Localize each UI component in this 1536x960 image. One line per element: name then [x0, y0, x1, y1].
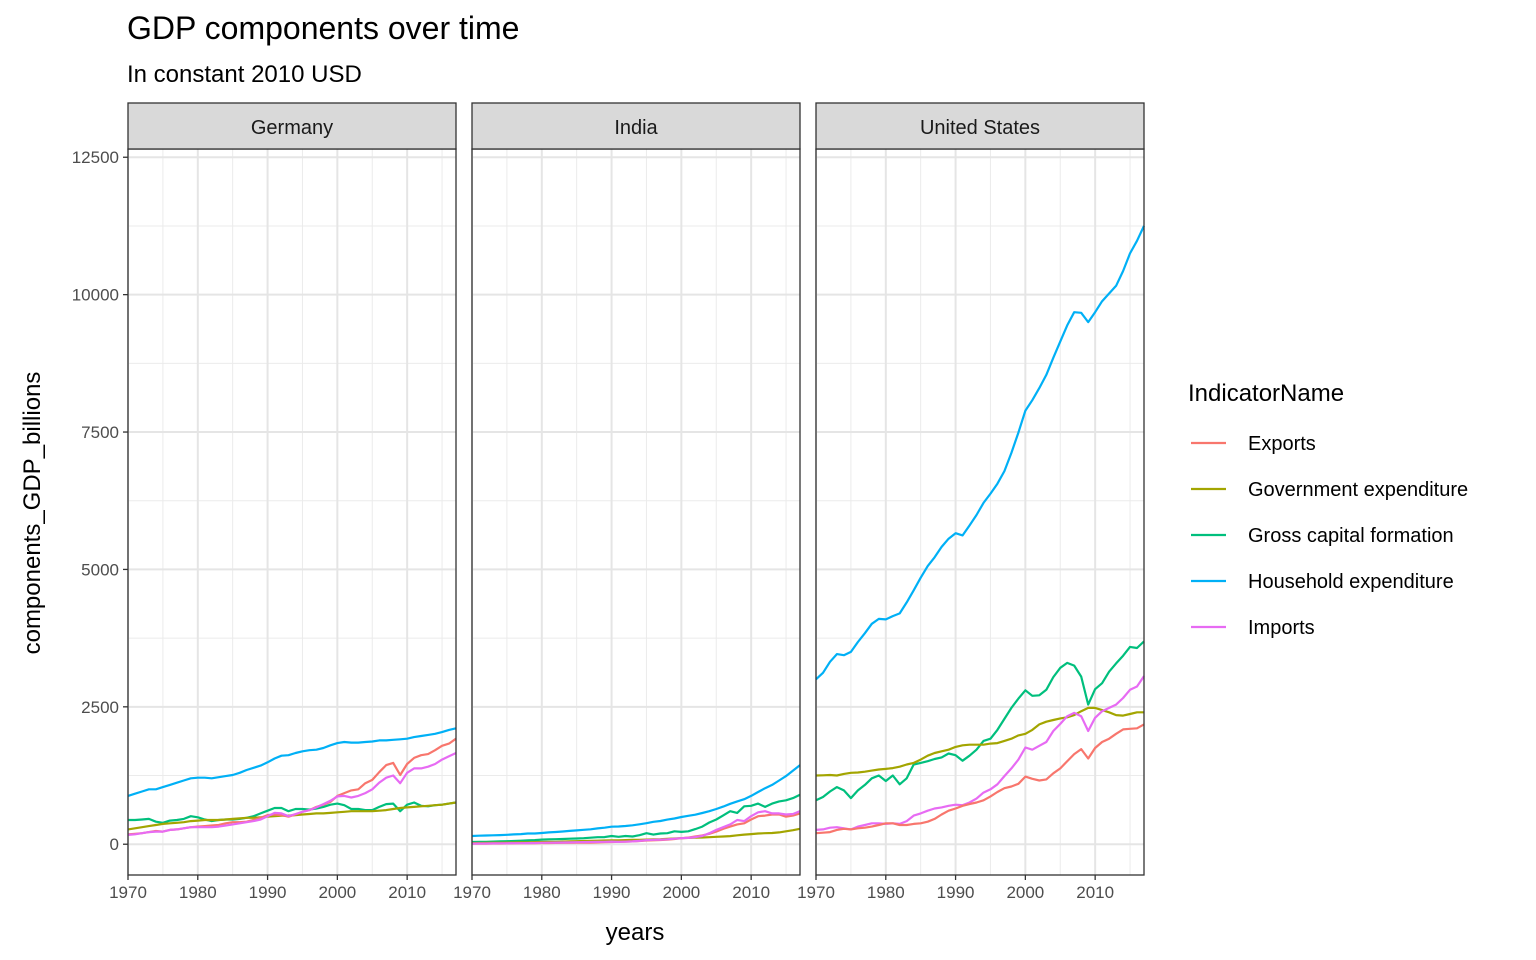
facet-strip: [127, 102, 457, 150]
y-tick-label: 7500: [81, 423, 119, 442]
x-tick-label: 2000: [318, 883, 356, 902]
series-line-india-gross-capital-formation: [471, 793, 801, 844]
x-tick-label: 2010: [1076, 883, 1114, 902]
legend: IndicatorName Exports Government expendit…: [1188, 380, 1468, 639]
y-axis-title: components_GDP_billions: [19, 372, 46, 655]
facet-strip-label: Germany: [251, 117, 333, 139]
legend-item-imports: Imports: [1191, 617, 1315, 639]
legend-label: Gross capital formation: [1248, 525, 1454, 547]
x-tick-label: 1980: [179, 883, 217, 902]
series-line-germany-household-expenditure: [127, 727, 457, 797]
x-tick-label: 2010: [732, 883, 770, 902]
x-axis-title: years: [606, 919, 665, 946]
facet-strip: [815, 102, 1145, 150]
y-tick-label: 12500: [72, 148, 119, 167]
legend-label: Government expenditure: [1248, 479, 1468, 501]
panel-india: India 1970 1980 1990 2000 2010: [453, 102, 801, 902]
facet-strip-label: India: [614, 117, 658, 139]
x-tick-label: 1970: [797, 883, 835, 902]
panel-background: [816, 149, 1144, 875]
legend-title: IndicatorName: [1188, 380, 1344, 407]
x-tick-label: 1990: [593, 883, 631, 902]
series-line-united-states-exports: [815, 723, 1145, 835]
series-line-germany-imports: [127, 752, 457, 836]
y-tick-label: 0: [110, 835, 119, 854]
panel-united-states: United States 1970 1980 1990 2000 2010: [797, 102, 1145, 902]
legend-item-gross-capital-formation: Gross capital formation: [1191, 525, 1454, 547]
x-tick-label: 2010: [388, 883, 426, 902]
x-tick-label: 1980: [523, 883, 561, 902]
x-tick-label: 1990: [249, 883, 287, 902]
y-axis: 0 2500 5000 7500 10000 12500: [72, 148, 128, 854]
panel-germany: Germany 1970 1980 1990 2000 2010: [109, 102, 457, 902]
y-tick-label: 5000: [81, 560, 119, 579]
panel-background: [472, 149, 800, 875]
x-tick-label: 2000: [662, 883, 700, 902]
series-line-united-states-household-expenditure: [815, 225, 1145, 681]
x-tick-label: 1970: [453, 883, 491, 902]
x-tick-label: 1990: [937, 883, 975, 902]
y-tick-label: 10000: [72, 286, 119, 305]
chart-title: GDP components over time: [127, 10, 519, 46]
facet-strip: [471, 102, 801, 150]
legend-label: Household expenditure: [1248, 571, 1454, 593]
legend-item-household-expenditure: Household expenditure: [1191, 571, 1454, 593]
series-line-india-household-expenditure: [471, 764, 801, 838]
x-tick-label: 1980: [867, 883, 905, 902]
x-tick-label: 2000: [1006, 883, 1044, 902]
series-line-united-states-government-expenditure: [815, 706, 1144, 777]
legend-item-exports: Exports: [1191, 433, 1316, 455]
y-tick-label: 2500: [81, 698, 119, 717]
series-line-united-states-imports: [815, 675, 1145, 831]
facet-strip-label: United States: [920, 117, 1040, 139]
series-line-germany-gross-capital-formation: [128, 801, 457, 824]
legend-label: Exports: [1248, 433, 1316, 455]
series-line-india-imports: [471, 810, 801, 845]
facet-panels: Germany 1970 1980 1990 2000 2010 India 1970 1980…: [109, 102, 1145, 902]
legend-label: Imports: [1248, 617, 1315, 639]
x-tick-label: 1970: [109, 883, 147, 902]
chart-subtitle: In constant 2010 USD: [127, 61, 362, 88]
legend-item-government-expenditure: Government expenditure: [1191, 479, 1468, 501]
